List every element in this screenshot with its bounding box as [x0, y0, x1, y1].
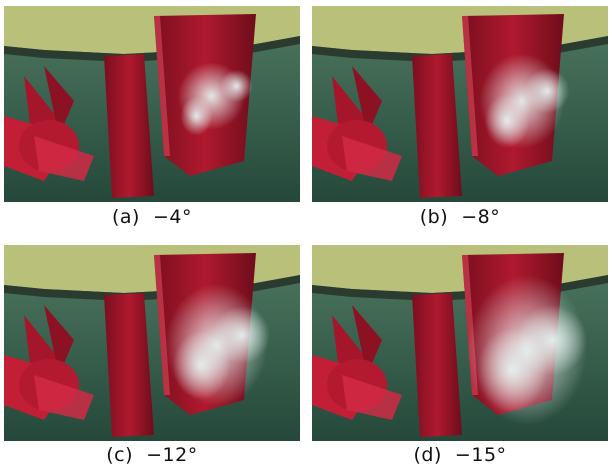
- photo-panel-d: [312, 245, 608, 441]
- photo-panel-b: [312, 6, 608, 202]
- rudder-aft: [104, 54, 154, 198]
- caption-d: (d) −15°: [413, 444, 507, 466]
- caption-a: (a) −4°: [111, 206, 193, 228]
- propeller: [312, 305, 402, 420]
- rudder-aft: [104, 293, 154, 437]
- photo-panel-c: [4, 245, 300, 441]
- cavitation-cloud: [165, 283, 271, 407]
- propeller: [312, 66, 402, 181]
- rudder-aft: [412, 54, 462, 198]
- cavitation-cloud: [177, 62, 253, 136]
- propeller: [4, 305, 94, 420]
- rudder-aft: [412, 293, 462, 437]
- cavitation-cloud: [467, 275, 587, 425]
- caption-b: (b) −8°: [419, 206, 501, 228]
- rudder-edge: [154, 255, 170, 395]
- propeller: [4, 66, 94, 181]
- photo-panel-a: [4, 6, 300, 202]
- rudder-edge: [462, 16, 478, 156]
- caption-c: (c) −12°: [106, 444, 198, 466]
- cavitation-cloud: [479, 53, 570, 149]
- rudder-edge: [154, 16, 170, 156]
